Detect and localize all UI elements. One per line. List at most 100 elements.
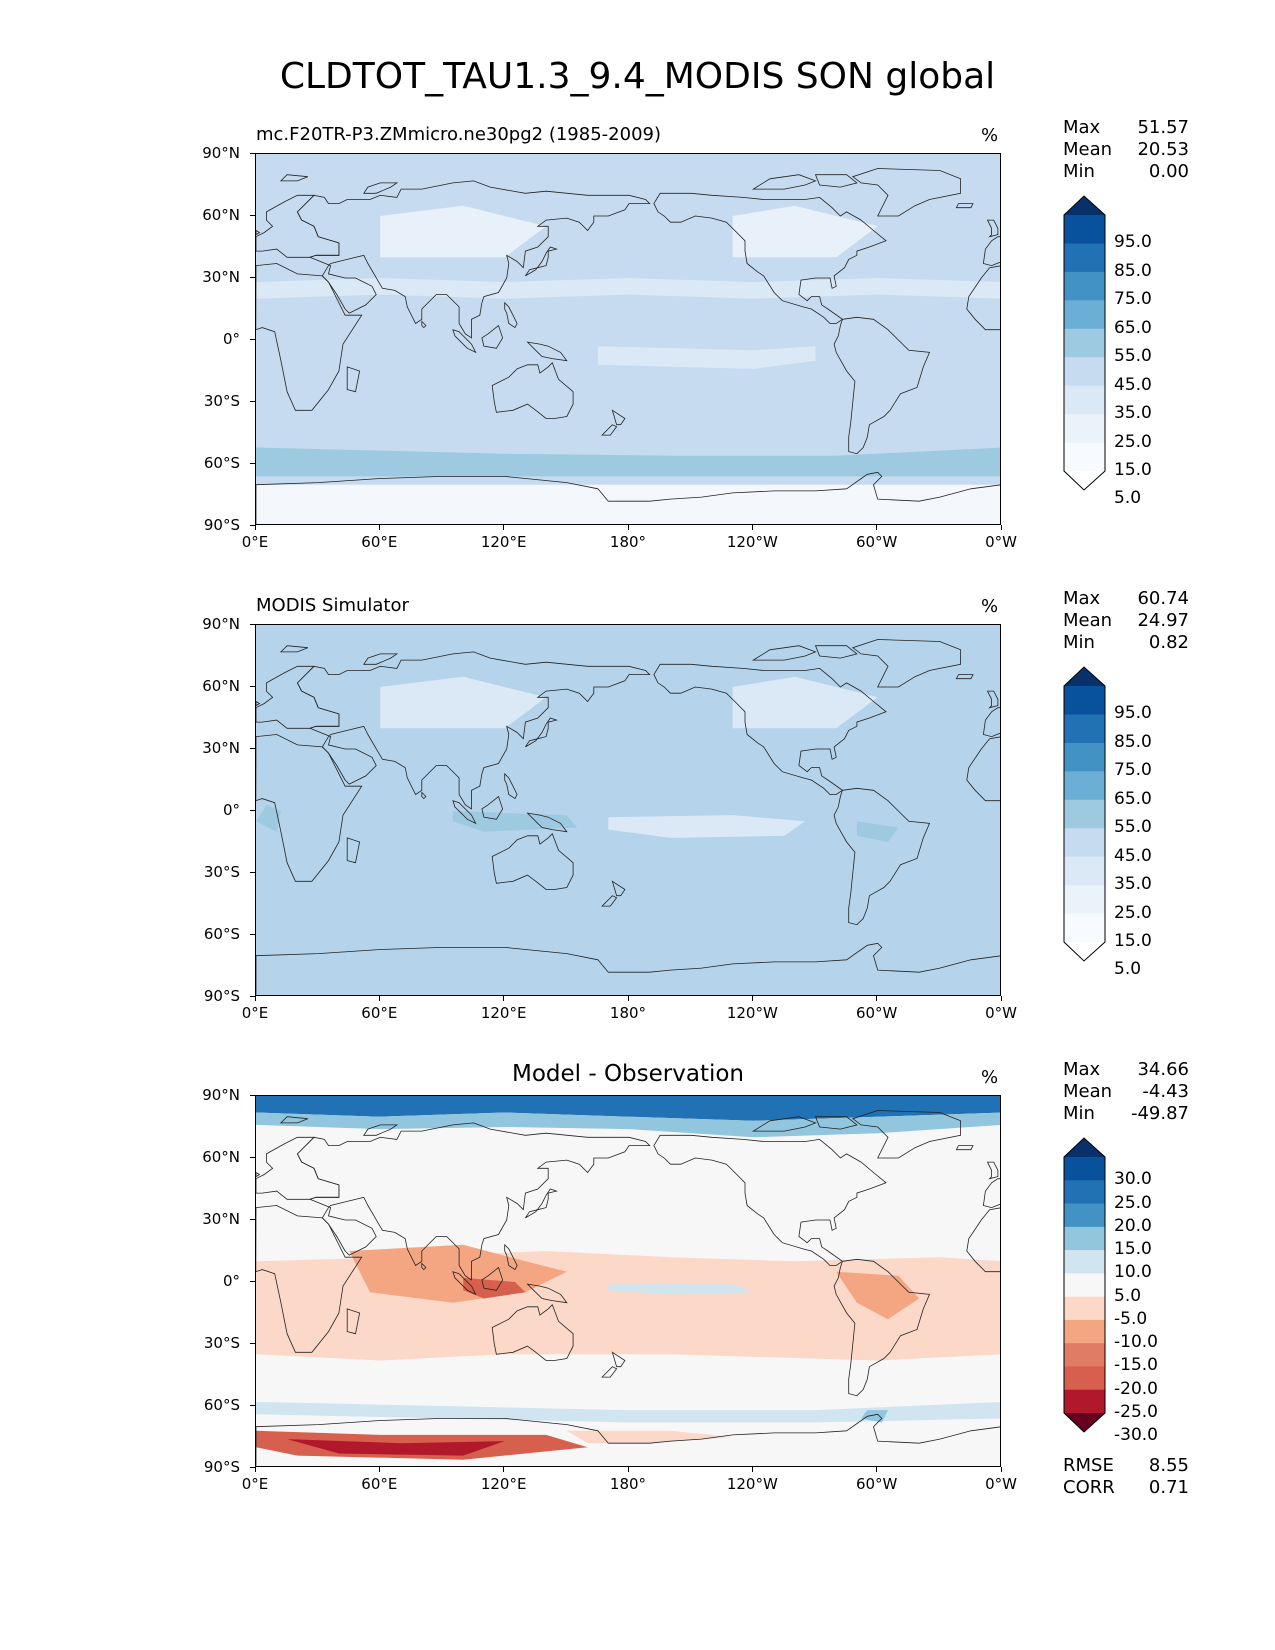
colorbar-label: -25.0 xyxy=(1114,1402,1158,1422)
lat-tick-label: 60°S xyxy=(203,925,240,943)
lat-tick-label: 30°S xyxy=(203,1334,240,1352)
colorbar-label: 5.0 xyxy=(1114,488,1142,509)
lat-tick xyxy=(250,276,255,278)
colorbar-swatch xyxy=(1064,856,1105,886)
colorbar-swatch xyxy=(1064,1250,1105,1274)
lat-tick xyxy=(250,462,255,464)
contour-region xyxy=(287,1439,505,1456)
lon-tick xyxy=(1000,1467,1002,1472)
lat-tick-label: 90°S xyxy=(203,516,240,534)
colorbar-swatch xyxy=(1064,1319,1105,1344)
stats-block: Max 60.74 Mean 24.97 Min 0.82 xyxy=(1063,588,1189,654)
colorbar-swatch xyxy=(1064,913,1105,943)
lat-tick xyxy=(250,747,255,749)
stat-value: -4.43 xyxy=(1142,1081,1189,1102)
lon-tick xyxy=(876,525,878,530)
coastline-uk0 xyxy=(256,1172,261,1178)
colorbar-swatch xyxy=(1064,1296,1105,1321)
colorbar-label: 55.0 xyxy=(1114,346,1152,367)
coastline-arcticIslands2 xyxy=(814,174,858,188)
stat-label: Max xyxy=(1063,588,1101,609)
coastline-northamerica xyxy=(653,192,887,324)
coastline-india_sri xyxy=(421,320,427,329)
lat-tick xyxy=(250,809,255,811)
coastline-southamerica xyxy=(833,787,931,926)
colorbar-extend-bottom xyxy=(1064,1413,1105,1432)
lon-tick-label: 60°E xyxy=(361,1004,398,1022)
lat-tick-label: 90°N xyxy=(202,1086,240,1104)
coastline-arcticIslands xyxy=(751,174,817,190)
lon-tick xyxy=(627,1467,629,1472)
coastline-antarctica xyxy=(256,942,1000,995)
colorbar-label: 25.0 xyxy=(1114,902,1152,923)
coastline-antarctica xyxy=(256,1413,1000,1466)
stat-label: Max xyxy=(1063,1059,1101,1080)
lon-tick xyxy=(876,1467,878,1472)
coastline-iceland xyxy=(955,674,974,680)
coastline-japan xyxy=(525,1188,558,1219)
lon-tick-label: 180° xyxy=(609,1475,647,1493)
colorbar-swatch xyxy=(1064,328,1105,358)
colorbar-extend-top xyxy=(1064,1138,1105,1157)
colorbar-outline xyxy=(1063,1137,1106,1433)
colorbar-label: -15.0 xyxy=(1114,1355,1158,1376)
contour-region xyxy=(380,676,547,729)
lat-tick-label: 30°S xyxy=(203,392,240,410)
lat-tick-label: 90°S xyxy=(203,1458,240,1476)
colorbar-label: 5.0 xyxy=(1114,959,1142,980)
lat-tick xyxy=(250,933,255,935)
coastline-africa xyxy=(256,734,363,882)
lon-tick-label: 180° xyxy=(609,1004,647,1022)
colorbar-label: 95.0 xyxy=(1114,703,1152,724)
colorbar-container xyxy=(1063,195,1106,495)
lat-tick xyxy=(250,152,255,154)
coastline-arcticIslands xyxy=(751,645,817,661)
lat-tick xyxy=(250,1094,255,1096)
metric-value: 0.71 xyxy=(1148,1477,1189,1498)
lat-tick xyxy=(250,1156,255,1158)
coastline-uk0 xyxy=(256,701,261,707)
colorbar-swatch xyxy=(1064,1366,1105,1391)
colorbar-swatch xyxy=(1064,1226,1105,1251)
lon-tick xyxy=(751,996,753,1001)
coastline-southamerica xyxy=(833,316,931,455)
panel-title: Model - Observation xyxy=(511,1061,745,1087)
metric-label: RMSE xyxy=(1063,1455,1114,1476)
coastline-greenland xyxy=(851,639,961,688)
stat-label: Min xyxy=(1063,632,1095,653)
coastline-japan xyxy=(525,246,558,277)
coastline-sumatra xyxy=(452,1271,477,1296)
coastline-nz2 xyxy=(601,424,618,436)
coastline-madagascar xyxy=(346,1308,361,1335)
coastline-britain xyxy=(986,690,999,709)
coastline-arcticIslands xyxy=(751,1116,817,1132)
colorbar-swatch xyxy=(1064,385,1105,415)
lat-tick-label: 90°N xyxy=(202,144,240,162)
colorbar-label: 85.0 xyxy=(1114,260,1152,281)
colorbar-swatch xyxy=(1064,1203,1105,1228)
stat-row: Max 60.74 xyxy=(1063,588,1189,610)
lon-tick-label: 60°W xyxy=(855,533,898,551)
coastline-borneo xyxy=(481,1266,504,1291)
lon-tick-label: 120°W xyxy=(726,533,778,551)
lon-tick xyxy=(751,1467,753,1472)
coastline-philippines xyxy=(504,301,518,329)
coastline-greenland xyxy=(851,1110,961,1159)
contour-region xyxy=(380,205,547,258)
lat-tick-label: 60°N xyxy=(202,206,240,224)
colorbar-label: 15.0 xyxy=(1114,1239,1152,1260)
lon-tick-label: 0°E xyxy=(241,533,269,551)
coastline-europeWest xyxy=(982,1178,1000,1209)
colorbar-label: 65.0 xyxy=(1114,317,1152,338)
stat-label: Max xyxy=(1063,117,1101,138)
lat-tick xyxy=(250,995,255,997)
coastline-madagascar xyxy=(346,837,361,864)
map-panel xyxy=(255,153,1001,525)
colorbar xyxy=(1063,195,1106,491)
stat-label: Mean xyxy=(1063,610,1113,631)
stat-row: Min -49.87 xyxy=(1063,1103,1189,1125)
coastline-australia xyxy=(491,832,574,890)
map-svg xyxy=(256,154,1000,524)
colorbar-container xyxy=(1063,1137,1106,1437)
contour-region xyxy=(608,1284,754,1295)
